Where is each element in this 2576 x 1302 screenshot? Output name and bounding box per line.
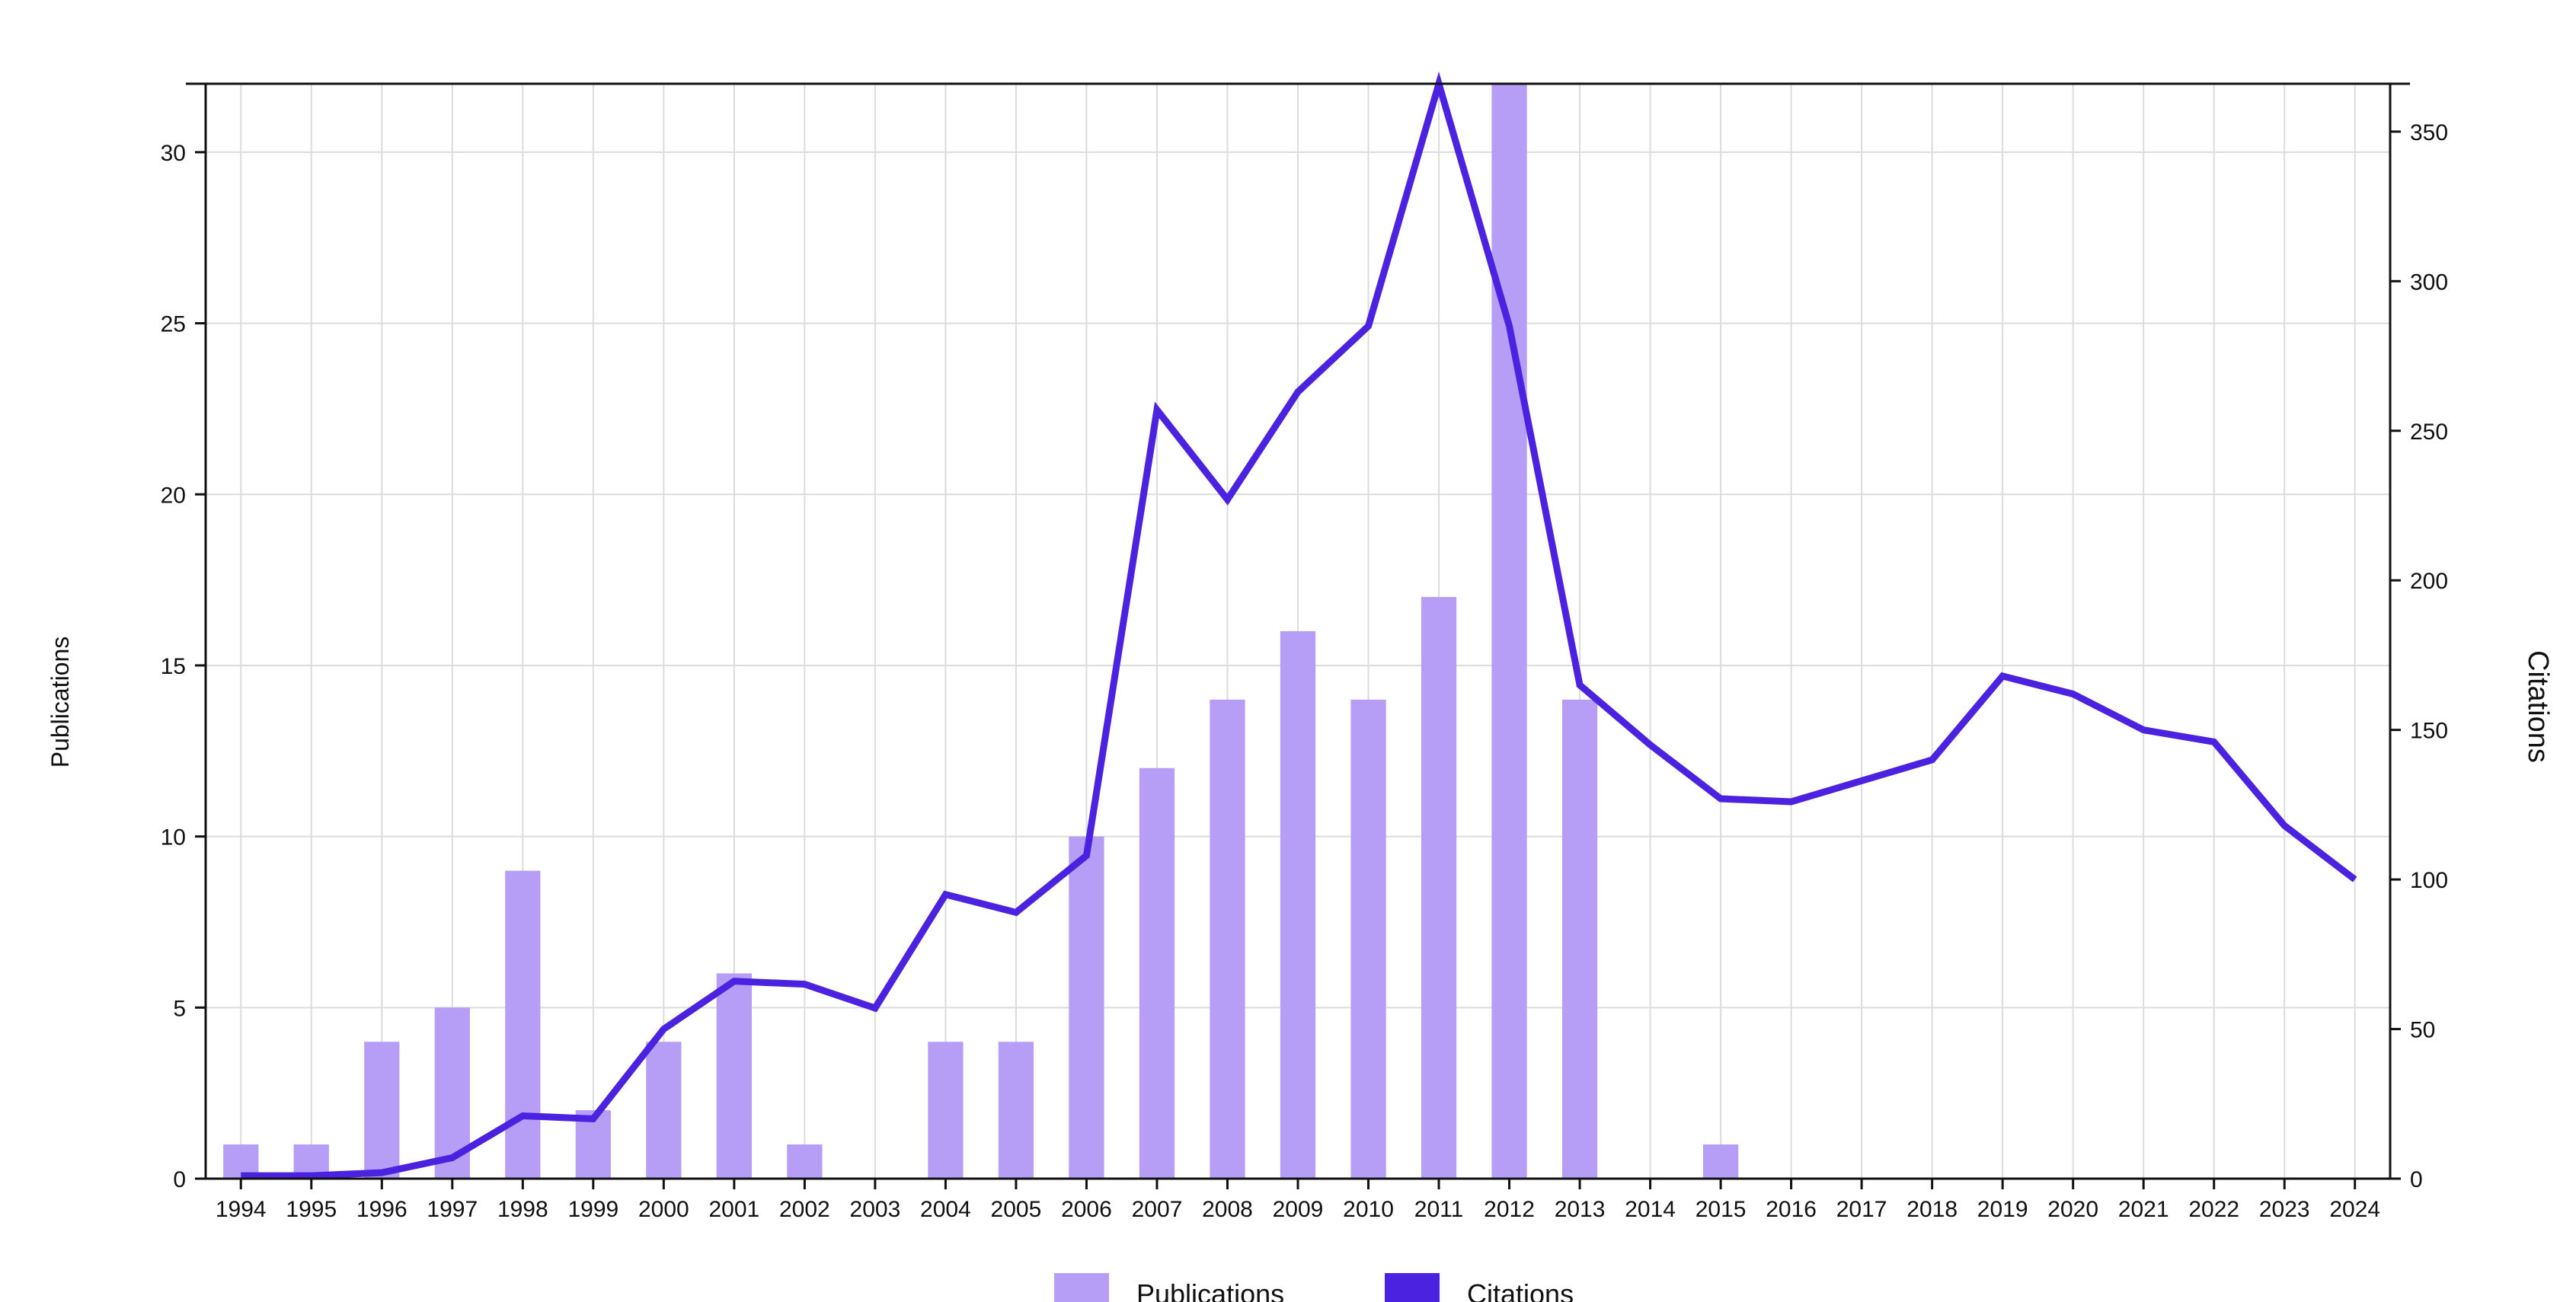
x-tick-label: 2001 xyxy=(708,1197,759,1222)
bar-publications-2010 xyxy=(1350,699,1386,1179)
x-tick-label: 2013 xyxy=(1555,1197,1606,1222)
x-tick-label: 2014 xyxy=(1625,1197,1676,1222)
y-left-tick-label: 5 xyxy=(173,996,186,1021)
legend-swatch-citations xyxy=(1385,1273,1440,1302)
x-tick-label: 1998 xyxy=(497,1197,548,1222)
bar-publications-1996 xyxy=(364,1042,400,1179)
x-tick-label: 2008 xyxy=(1202,1197,1253,1222)
x-tick-label: 1995 xyxy=(286,1197,337,1222)
citations-line-layer xyxy=(241,71,2357,1179)
x-tick-label: 2011 xyxy=(1414,1197,1464,1222)
bar-publications-2001 xyxy=(716,973,752,1179)
bar-publications-2011 xyxy=(1421,597,1457,1179)
y-right-tick-label: 200 xyxy=(2410,569,2448,594)
x-tick-label: 2005 xyxy=(991,1197,1042,1222)
x-tick-label: 2023 xyxy=(2259,1197,2310,1222)
bar-publications-2008 xyxy=(1210,699,1245,1179)
x-tick-label: 2016 xyxy=(1766,1197,1817,1222)
bar-publications-2013 xyxy=(1561,699,1598,1179)
bar-publications-2000 xyxy=(646,1042,682,1179)
x-tick-label: 2012 xyxy=(1484,1197,1535,1222)
y-left-tick-label: 10 xyxy=(161,825,186,850)
x-tick-label: 2021 xyxy=(2118,1197,2169,1222)
x-tick-label: 2006 xyxy=(1061,1197,1112,1222)
legend-label-publications: Publications xyxy=(1136,1278,1284,1302)
y-right-tick-label: 300 xyxy=(2410,270,2448,295)
x-tick-label: 2009 xyxy=(1273,1197,1324,1222)
y-left-tick-label: 30 xyxy=(161,141,186,166)
bar-publications-2012 xyxy=(1491,84,1527,1179)
x-tick-label: 2000 xyxy=(638,1197,689,1222)
x-tick-label: 1997 xyxy=(427,1197,478,1222)
bar-publications-2007 xyxy=(1139,767,1175,1179)
x-tick-label: 2010 xyxy=(1343,1197,1394,1222)
bar-publications-2004 xyxy=(928,1042,964,1179)
y-right-tick-label: 350 xyxy=(2410,120,2448,145)
axes xyxy=(186,82,2410,1189)
x-tick-label: 2024 xyxy=(2329,1197,2380,1222)
x-tick-label: 2018 xyxy=(1906,1197,1958,1222)
bar-publications-2002 xyxy=(787,1144,823,1179)
x-tick-label: 1996 xyxy=(356,1197,407,1222)
x-tick-label: 2019 xyxy=(1977,1197,2028,1222)
y-left-tick-label: 20 xyxy=(161,483,186,508)
y-right-tick-label: 0 xyxy=(2410,1167,2423,1192)
y-right-tick-label: 150 xyxy=(2410,719,2448,744)
y-right-tick-label: 250 xyxy=(2410,420,2448,445)
x-tick-label: 2003 xyxy=(850,1197,901,1222)
x-tick-label: 2020 xyxy=(2047,1197,2098,1222)
x-tick-label: 2002 xyxy=(779,1197,830,1222)
x-tick-label: 2007 xyxy=(1132,1197,1183,1222)
x-tick-label: 1999 xyxy=(567,1197,618,1222)
y-left-tick-label: 15 xyxy=(161,654,186,679)
x-tick-label: 1994 xyxy=(216,1197,267,1222)
y-left-tick-label: 0 xyxy=(173,1167,186,1192)
bar-publications-2009 xyxy=(1280,631,1316,1179)
bar-publications-2006 xyxy=(1069,836,1104,1179)
bar-publications-2005 xyxy=(998,1042,1034,1179)
x-tick-label: 2017 xyxy=(1836,1197,1887,1222)
bar-publications-2015 xyxy=(1702,1144,1739,1179)
publications-bars xyxy=(223,84,1739,1179)
x-tick-label: 2004 xyxy=(920,1197,971,1222)
y-right-tick-label: 100 xyxy=(2410,868,2448,893)
bar-publications-1998 xyxy=(505,870,541,1179)
y-right-tick-label: 50 xyxy=(2410,1018,2435,1043)
legend-swatch-publications xyxy=(1054,1273,1109,1302)
legend-label-citations: Citations xyxy=(1467,1278,1574,1302)
y-axis-left-label: Publications xyxy=(46,637,74,768)
citations-line xyxy=(241,71,2357,1179)
x-tick-label: 2022 xyxy=(2188,1197,2239,1222)
y-axis-right-label: Citations xyxy=(2522,650,2554,763)
y-left-tick-label: 25 xyxy=(161,312,186,337)
legend: Publications Citations xyxy=(1054,1273,1574,1302)
x-tick-label: 2015 xyxy=(1695,1197,1747,1222)
